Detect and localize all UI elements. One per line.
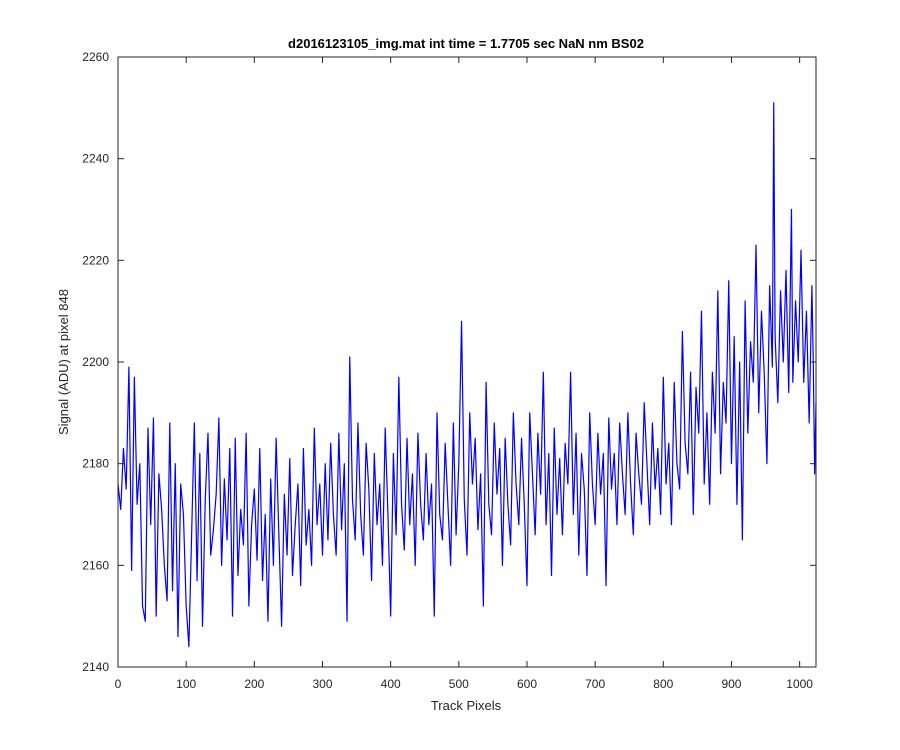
y-axis: 2140 2160 2180 2200 2220 2240 2260 xyxy=(82,50,816,674)
x-tick-label: 800 xyxy=(653,677,673,691)
x-tick-label: 0 xyxy=(115,677,122,691)
y-tick-label: 2220 xyxy=(82,253,109,267)
y-tick-label: 2160 xyxy=(82,558,109,572)
chart-title: d2016123105_img.mat int time = 1.7705 se… xyxy=(288,36,644,51)
y-tick-label: 2140 xyxy=(82,660,109,674)
x-axis-label: Track Pixels xyxy=(431,698,502,713)
x-tick-label: 100 xyxy=(176,677,196,691)
x-tick-label: 600 xyxy=(517,677,537,691)
y-tick-label: 2180 xyxy=(82,457,109,471)
x-tick-label: 700 xyxy=(585,677,605,691)
y-tick-label: 2260 xyxy=(82,50,109,64)
x-tick-label: 1000 xyxy=(786,677,813,691)
x-tick-label: 500 xyxy=(449,677,469,691)
y-tick-label: 2240 xyxy=(82,152,109,166)
x-tick-label: 200 xyxy=(244,677,264,691)
series-line-0 xyxy=(117,102,817,648)
y-axis-label: Signal (ADU) at pixel 848 xyxy=(56,289,71,435)
x-axis: 0 100 200 300 400 500 600 700 800 900 1000 xyxy=(115,57,813,691)
x-tick-label: 900 xyxy=(721,677,741,691)
y-tick-label: 2200 xyxy=(82,355,109,369)
x-tick-label: 300 xyxy=(312,677,332,691)
x-tick-label: 400 xyxy=(381,677,401,691)
plot-background xyxy=(118,57,816,667)
plot-area xyxy=(117,56,817,668)
